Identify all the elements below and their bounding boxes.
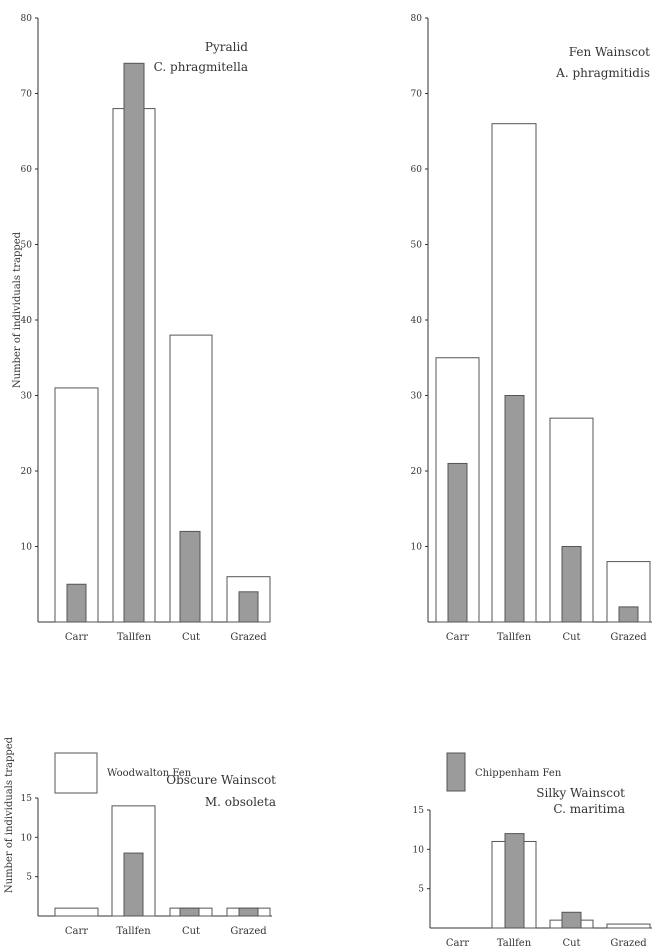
legend-swatch-woodwalton [54,752,98,794]
y-tick-label: 70 [21,90,33,100]
x-category-label: Cut [182,632,200,643]
legend-swatch-chippenham [446,752,466,792]
y-tick-label: 5 [418,885,424,895]
bar-chippenham-cut [561,911,582,929]
x-category-label: Grazed [230,632,267,643]
chart-title: Pyralid [205,40,248,54]
chart-panels: 10 20 30 40 50 60 70 80 Carr Tallfen Cut Grazed Pyra… [21,14,652,948]
bar-chippenham-tallfen [123,852,144,917]
x-category-label: Grazed [610,632,647,643]
bar-chippenham-grazed [618,606,639,623]
x-category-label: Carr [446,938,469,948]
y-tick-label: 50 [411,241,423,251]
y-tick-label: 60 [411,165,423,175]
y-tick-label: 20 [21,467,33,477]
x-category-label: Carr [446,632,469,643]
x-category-label: Carr [65,926,88,937]
chart-subtitle: C. phragmitella [154,60,248,74]
chart-panel-1: 10 20 30 40 50 60 70 80 Carr Tallfen Cut Grazed Pyra… [21,14,271,643]
bar-chippenham-cut [179,907,200,917]
y-tick-label: 80 [411,14,423,24]
x-category-label: Tallfen [116,926,151,937]
y-tick-label: 15 [21,794,33,804]
x-category-label: Cut [182,926,200,937]
y-tick-label: 10 [21,833,33,843]
x-category-label: Carr [65,632,88,643]
y-tick-label: 5 [26,873,32,883]
chart-panel-3: 5 10 15 Carr Tallfen Cut Grazed Obscure Wainsco… [21,773,277,937]
y-tick-label: 60 [21,165,33,175]
bar-chippenham-grazed [238,907,259,917]
chart-panel-4: 5 10 15 Carr Tallfen Cut Grazed Silky Wainscot C… [413,786,652,948]
bar-chippenham-carr [66,583,87,623]
x-category-label: Tallfen [117,632,152,643]
bar-chippenham-tallfen [504,833,525,929]
x-category-label: Grazed [230,926,267,937]
bar-chippenham-cut [561,546,582,623]
legend-label-woodwalton: Woodwalton Fen [107,768,192,779]
bar-woodwalton-carr [54,387,99,623]
y-tick-label: 10 [411,543,423,553]
y-tick-label: 30 [21,392,33,402]
bar-chippenham-tallfen [504,395,525,623]
bar-chippenham-cut [179,530,201,623]
y-tick-label: 15 [413,806,425,816]
bar-chippenham-carr [447,462,468,623]
chart-panel-2: 10 20 30 40 50 60 70 80 Carr Tallfen Cut Grazed Fen … [411,14,652,643]
bar-woodwalton-carr [54,907,99,917]
bar-woodwalton-grazed [606,923,651,929]
y-tick-label: 40 [21,316,33,326]
x-category-label: Tallfen [497,632,532,643]
y-tick-label: 40 [411,316,423,326]
legend: Woodwalton Fen Chippenham Fen [54,752,562,794]
legend-label-chippenham: Chippenham Fen [475,768,562,779]
chart-title: Silky Wainscot [536,786,625,800]
chart-subtitle: M. obsoleta [205,795,276,809]
x-category-label: Cut [562,632,580,643]
chart-title: Fen Wainscot [569,45,650,59]
y-tick-label: 70 [411,90,423,100]
y-tick-label: 20 [411,467,423,477]
chart-subtitle: C. maritima [553,802,625,816]
y-tick-label: 10 [21,543,33,553]
y-tick-label: 30 [411,392,423,402]
x-category-label: Tallfen [497,938,532,948]
chart-subtitle: A. phragmitidis [555,66,650,80]
bar-chippenham-grazed [238,591,259,623]
y-tick-label: 80 [21,14,33,24]
y-tick-label: 50 [21,241,33,251]
x-category-label: Cut [562,938,580,948]
y-axis-label-bottom: Number of individuals trapped [4,736,15,893]
x-category-label: Grazed [610,938,647,948]
y-tick-label: 10 [413,845,425,855]
bar-chippenham-tallfen [123,62,145,623]
y-axis-label-top: Number of individuals trapped [12,231,23,388]
chart-title: Obscure Wainscot [166,773,276,787]
